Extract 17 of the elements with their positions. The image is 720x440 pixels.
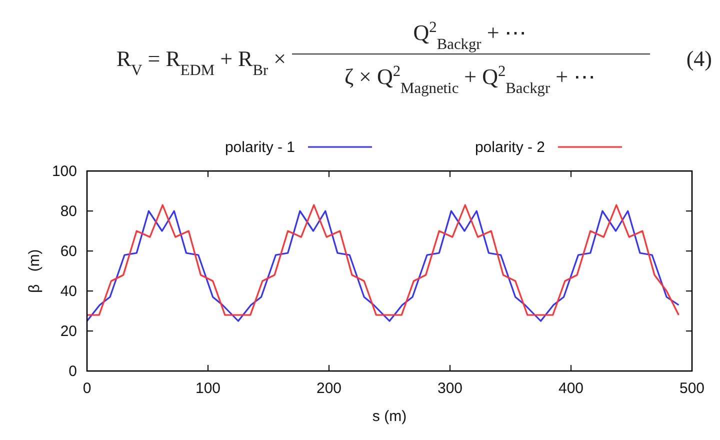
legend-label: polarity - 1 — [224, 139, 295, 156]
y-tick-label: 80 — [60, 203, 77, 220]
equation: R$_{V}$ = R$_{EDM}$ + R$_{Br}$ × Q$^{2}$$_{Backgr}$ + ⋯ ζ × Q$^{2}$$_{Magnetic}$ + Q$^{2}$$_{Backgr}$ + ⋯ (4) — [116, 18, 712, 96]
y-tick-label: 20 — [60, 323, 77, 340]
y-tick-label: 40 — [60, 283, 77, 300]
x-tick-label: 400 — [558, 380, 584, 397]
x-tick-label: 0 — [82, 380, 92, 397]
legend-label: polarity - 2 — [474, 139, 545, 156]
x-tick-label: 300 — [437, 380, 463, 397]
y-tick-label: 60 — [60, 243, 77, 260]
y-tick-label: 100 — [52, 163, 77, 180]
y-axis-title: β (m) — [26, 249, 43, 293]
x-axis-title: s (m) — [372, 408, 407, 425]
x-tick-label: 100 — [195, 380, 221, 397]
x-tick-label: 500 — [679, 380, 705, 397]
x-tick-label: 200 — [316, 380, 342, 397]
y-tick-label: 0 — [68, 363, 77, 380]
